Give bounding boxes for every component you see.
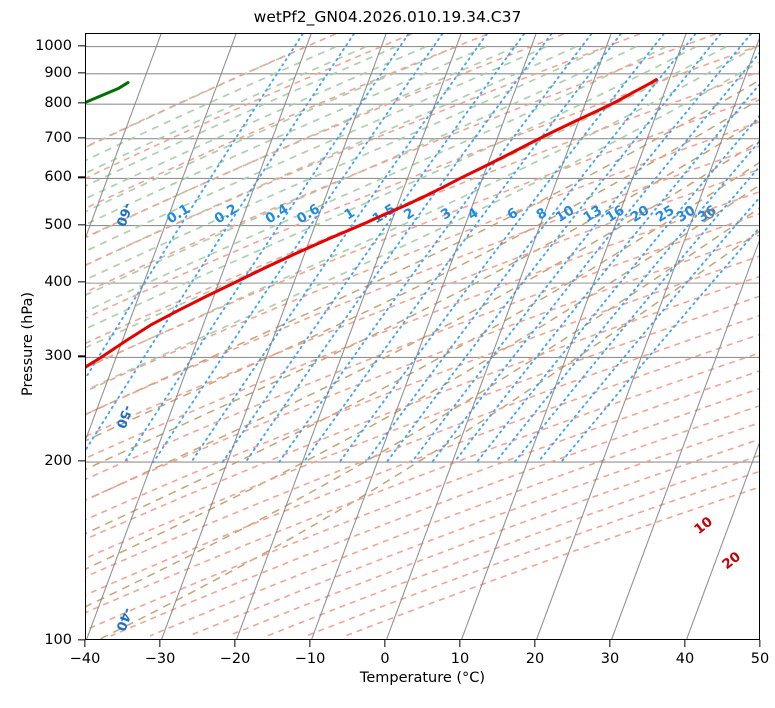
x-axis-tick-mark — [84, 640, 86, 647]
y-axis: 100 200 300 400 500 600 700 800 900 1000 — [0, 33, 85, 648]
mixing-ratio-label: 3 — [438, 205, 454, 224]
isotherm-label: -50 — [112, 403, 134, 430]
y-axis-tick-label: 1000 — [35, 37, 72, 54]
mixing-ratio-label: 0.1 — [164, 201, 193, 227]
y-axis-tick-label: 500 — [44, 216, 72, 233]
x-axis: −40 −30 −20 −10 0 10 20 30 40 50 — [70, 640, 769, 680]
x-axis-tick-label: 10 — [450, 651, 470, 667]
mixing-ratio-label: 16 — [603, 202, 627, 226]
y-axis-tick-mark — [78, 223, 85, 226]
x-axis-tick-mark — [534, 640, 536, 647]
x-axis-tick-mark — [309, 640, 311, 647]
y-axis-tick-mark — [78, 176, 85, 179]
x-axis-tick-mark — [759, 640, 761, 647]
y-axis-tick-label: 200 — [44, 453, 72, 470]
y-axis-tick-label: 600 — [44, 169, 72, 186]
dry-adiabat-label: 20 — [719, 549, 744, 573]
x-axis-tick-mark — [384, 640, 386, 647]
x-axis-tick-label: −40 — [69, 651, 101, 667]
plot-area[interactable]: -60-50-40-30-20-10 0.10.20.40.611.523468… — [85, 33, 760, 640]
y-axis-tick-mark — [78, 460, 85, 462]
y-axis-tick-label: 900 — [44, 64, 72, 81]
skewt-plot-svg: -60-50-40-30-20-10 0.10.20.40.611.523468… — [86, 34, 759, 639]
x-axis-tick-mark — [684, 640, 686, 647]
y-axis-tick-mark — [78, 355, 85, 358]
y-axis-tick-mark — [78, 281, 85, 283]
chart-title: wetPf2_GN04.2026.010.19.34.C37 — [253, 8, 522, 26]
x-axis-tick-label: 40 — [675, 651, 695, 667]
x-axis-tick-label: 30 — [600, 651, 620, 667]
mixing-ratio-label: 30 — [674, 202, 698, 226]
x-axis-tick-label: 0 — [380, 651, 390, 667]
mixing-ratio-label: 36 — [695, 202, 719, 226]
y-axis-tick-mark — [78, 102, 85, 104]
x-axis-tick-mark — [159, 640, 161, 647]
temperature-profile-line — [86, 78, 658, 369]
x-axis-tick-label: −30 — [144, 651, 176, 667]
parcel-marker — [704, 208, 715, 219]
y-axis-tick-mark — [78, 72, 85, 74]
mixing-ratio-label: 20 — [628, 202, 652, 226]
y-axis-tick-mark — [78, 639, 85, 641]
x-axis-tick-label: −10 — [294, 651, 326, 667]
mixing-ratio-label: 8 — [534, 205, 550, 224]
y-axis-label: Pressure (hPa) — [20, 292, 36, 397]
x-axis-label: Temperature (°C) — [359, 670, 486, 686]
isotherm-label: -60 — [112, 201, 134, 228]
x-axis-tick-label: 20 — [525, 651, 545, 667]
dry-adiabat-label: 10 — [691, 514, 716, 538]
x-axis-tick-mark — [234, 640, 236, 647]
x-axis-tick-mark — [459, 640, 461, 647]
x-axis-tick-mark — [609, 640, 611, 647]
y-axis-tick-label: 400 — [44, 274, 72, 291]
mixing-ratio-label: 13 — [581, 202, 605, 226]
y-axis-tick-label: 700 — [44, 129, 72, 146]
x-axis-tick-label: −20 — [219, 651, 251, 667]
y-axis-tick-label: 100 — [44, 632, 72, 648]
y-axis-tick-label: 300 — [44, 348, 72, 365]
mixing-ratio-lines — [86, 34, 759, 464]
isotherm-lines — [86, 34, 759, 639]
y-axis-tick-mark — [78, 137, 85, 139]
dry-adiabat-lines — [86, 34, 759, 637]
isotherm-label: -40 — [112, 605, 134, 632]
y-axis-tick-mark — [78, 44, 85, 47]
parcel-marker-group — [704, 208, 715, 219]
y-axis-tick-label: 800 — [44, 95, 72, 112]
x-axis-tick-label: 50 — [750, 651, 770, 667]
temperature-profile-path — [86, 78, 658, 369]
